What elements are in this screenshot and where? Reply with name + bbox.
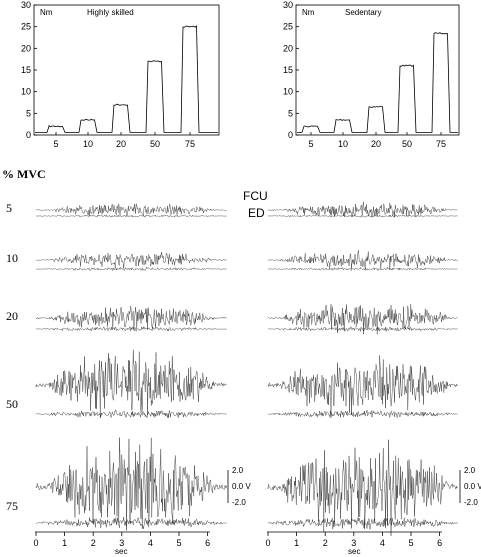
- time-tick-label: 3: [119, 538, 124, 548]
- mvc-level-label: 50: [6, 397, 18, 411]
- x-tick-label: 75: [185, 139, 195, 149]
- time-tick-labels-left: 0 1 2 3 4 5 6: [33, 532, 210, 548]
- y-tick-label: 20: [21, 43, 31, 53]
- volt-scale-left: 2.0 0.0 V -2.0: [227, 466, 251, 507]
- mvc-axis-label: % MVC: [2, 167, 46, 181]
- torque-chart-sedentary: 0 5 10 15 20 25 30 Nm Sedentary 5 10 20 50 75: [283, 0, 460, 149]
- y-tick-label: 5: [288, 108, 293, 118]
- y-tick-labels-right: 0 5 10 15 20 25 30: [283, 0, 299, 140]
- x-tick-label: 5: [308, 139, 313, 149]
- emg-trace: [267, 250, 458, 271]
- y-tick-label: 25: [21, 22, 31, 32]
- y-tick-label: 30: [283, 0, 293, 10]
- mvc-level-label: 75: [6, 499, 18, 513]
- volt-scale-right-top: 2.0: [464, 466, 476, 475]
- emg-trace: [35, 409, 227, 419]
- emg-trace: [267, 439, 458, 536]
- volt-scale-left-mid: 0.0 V: [232, 482, 251, 491]
- x-tick-label: 75: [436, 139, 446, 149]
- volt-scale-left-bottom: -2.0: [232, 498, 246, 507]
- mvc-level-labels: 5 10 20 50 75: [6, 201, 18, 513]
- emg-trace: [35, 203, 227, 217]
- time-tick-label: 0: [33, 538, 38, 548]
- x-tick-label: 20: [371, 139, 381, 149]
- volt-scale-left-top: 2.0: [232, 466, 244, 475]
- mvc-level-label: 5: [6, 201, 12, 215]
- emg-trace: [267, 304, 458, 335]
- time-axis-left: 0 1 2 3 4 5 6 sec: [33, 531, 210, 556]
- y-tick-label: 0: [26, 130, 31, 140]
- emg-trace: [35, 437, 227, 531]
- emg-trace: [268, 266, 458, 272]
- time-axis-right: 0 1 2 3 4 5 6 sec: [265, 531, 442, 556]
- emg-trace: [267, 355, 458, 415]
- unit-label-right: Nm: [302, 8, 315, 17]
- emg-trace: [267, 326, 458, 332]
- emg-trace: [267, 517, 458, 530]
- ed-label: ED: [248, 206, 265, 220]
- emg-trace: [35, 516, 227, 529]
- y-tick-label: 30: [21, 0, 31, 10]
- emg-trace: [35, 326, 227, 332]
- emg-trace: [35, 251, 227, 269]
- plot-frame-left: [33, 4, 220, 136]
- volt-scale-right: 2.0 0.0 V -2.0: [459, 466, 481, 507]
- y-tick-label: 15: [21, 65, 31, 75]
- time-axis-label-right: sec: [348, 547, 360, 556]
- time-tick-label: 5: [408, 538, 413, 548]
- emg-trace: [267, 214, 458, 218]
- x-tick-label: 10: [83, 139, 93, 149]
- torque-trace-right: [297, 32, 458, 133]
- unit-label-left: Nm: [40, 8, 53, 17]
- y-tick-label: 20: [283, 43, 293, 53]
- y-tick-label: 10: [283, 87, 293, 97]
- time-tick-label: 0: [265, 538, 270, 548]
- time-tick-label: 1: [294, 538, 299, 548]
- y-tick-label: 15: [283, 65, 293, 75]
- time-tick-label: 4: [148, 538, 153, 548]
- x-tick-label: 10: [338, 139, 348, 149]
- chart-title-left: Highly skilled: [87, 8, 134, 17]
- time-tick-label: 3: [351, 538, 356, 548]
- torque-trace-left: [35, 25, 218, 133]
- x-tick-label: 50: [402, 139, 412, 149]
- volt-scale-right-mid: 0.0 V: [464, 482, 481, 491]
- x-tick-labels-right: 5 10 20 50 75: [308, 132, 446, 149]
- y-tick-labels-left: 0 5 10 15 20 25 30: [21, 0, 37, 140]
- emg-trace: [267, 201, 458, 218]
- emg-traces-highly-skilled: [35, 203, 227, 531]
- torque-chart-highly-skilled: 0 5 10 15 20 25 30 Nm Highly skilled 5 10 20 50 75: [21, 0, 220, 149]
- plot-frame-right: [295, 4, 460, 136]
- time-axis-label-left: sec: [115, 547, 127, 556]
- x-tick-label: 20: [116, 139, 126, 149]
- y-tick-label: 0: [288, 130, 293, 140]
- y-tick-label: 10: [21, 87, 31, 97]
- volt-scale-right-bottom: -2.0: [464, 498, 478, 507]
- emg-trace: [35, 305, 227, 330]
- fcu-label: FCU: [243, 189, 268, 203]
- x-tick-label: 50: [150, 139, 160, 149]
- x-tick-label: 5: [53, 139, 58, 149]
- time-tick-label: 2: [91, 538, 96, 548]
- chart-title-right: Sedentary: [345, 8, 381, 17]
- emg-trace: [35, 214, 227, 218]
- time-tick-label: 5: [176, 538, 181, 548]
- x-tick-labels-left: 5 10 20 50 75: [53, 132, 195, 149]
- mvc-level-label: 10: [6, 251, 18, 265]
- time-tick-labels-right: 0 1 2 3 4 5 6: [265, 532, 442, 548]
- mvc-level-label: 20: [6, 309, 18, 323]
- time-tick-label: 6: [205, 538, 210, 548]
- time-tick-label: 4: [380, 538, 385, 548]
- time-tick-label: 1: [62, 538, 67, 548]
- emg-trace: [35, 266, 227, 271]
- y-tick-label: 25: [283, 22, 293, 32]
- emg-trace: [35, 349, 227, 419]
- emg-traces-sedentary: [267, 201, 458, 536]
- time-tick-label: 2: [323, 538, 328, 548]
- time-tick-label: 6: [437, 538, 442, 548]
- emg-trace: [267, 409, 458, 419]
- y-tick-label: 5: [26, 108, 31, 118]
